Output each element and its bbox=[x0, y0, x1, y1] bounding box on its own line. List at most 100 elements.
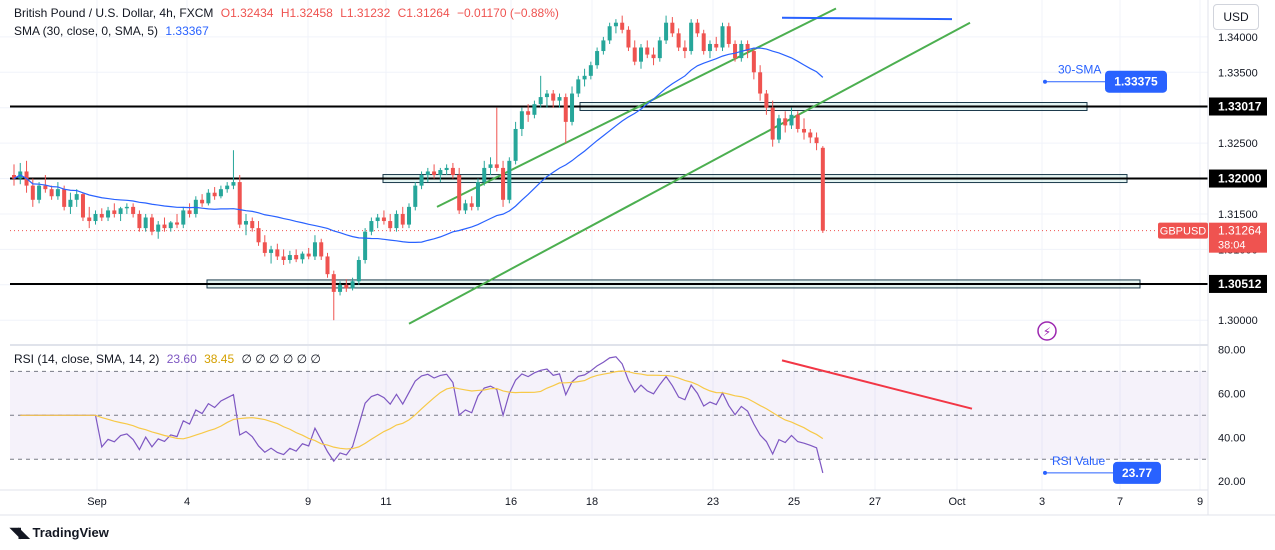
candle-body bbox=[651, 54, 656, 59]
ohlc-change: −0.01170 (−0.88%) bbox=[457, 6, 559, 20]
candle-body bbox=[319, 242, 324, 257]
candle-body bbox=[55, 189, 60, 197]
candle-body bbox=[457, 175, 462, 211]
candle-body bbox=[388, 221, 393, 229]
candle-body bbox=[225, 185, 230, 190]
candle-body bbox=[450, 167, 455, 175]
candle-body bbox=[432, 171, 437, 175]
candle-body bbox=[294, 255, 299, 260]
candle-body bbox=[394, 213, 399, 229]
candle-body bbox=[595, 51, 600, 66]
ohlc-open: O1.32434 bbox=[220, 6, 274, 20]
candle-body bbox=[124, 206, 129, 209]
candle-body bbox=[682, 47, 687, 52]
candle-body bbox=[576, 79, 581, 94]
time-tick-label: 9 bbox=[305, 496, 311, 508]
candle-body bbox=[588, 65, 593, 76]
candle-body bbox=[312, 242, 317, 257]
candle-body bbox=[519, 111, 524, 129]
countdown-value: 38:04 bbox=[1218, 240, 1246, 252]
candle-body bbox=[720, 26, 725, 48]
candle-body bbox=[87, 217, 92, 222]
candle-body bbox=[168, 222, 173, 229]
candle-body bbox=[438, 170, 443, 175]
candle-body bbox=[532, 104, 537, 115]
price-tick-label: 1.30000 bbox=[1218, 315, 1258, 327]
rsi-badge-value: 23.77 bbox=[1122, 466, 1152, 480]
candle-body bbox=[37, 185, 42, 200]
currency-button[interactable]: USD bbox=[1213, 4, 1259, 30]
time-tick-label: 23 bbox=[707, 496, 719, 508]
candle-body bbox=[501, 167, 506, 200]
candle-body bbox=[350, 281, 355, 289]
candle-body bbox=[726, 26, 731, 44]
candle-body bbox=[463, 203, 468, 211]
rsi-legend-extra: ∅ ∅ ∅ ∅ ∅ ∅ bbox=[241, 352, 321, 366]
candle-body bbox=[513, 128, 518, 161]
time-tick-label: 16 bbox=[505, 496, 517, 508]
time-tick-label: 25 bbox=[788, 496, 800, 508]
ohlc-close: C1.31264 bbox=[397, 6, 450, 20]
candle-body bbox=[758, 72, 763, 94]
time-tick-label: 18 bbox=[586, 496, 598, 508]
candle-body bbox=[544, 93, 549, 98]
candle-body bbox=[131, 206, 136, 214]
candle-body bbox=[814, 137, 819, 144]
candle-body bbox=[407, 206, 412, 225]
brand-name: TradingView bbox=[32, 525, 109, 540]
time-tick-label: Sep bbox=[87, 496, 107, 508]
candle-body bbox=[149, 217, 154, 232]
candle-body bbox=[601, 40, 606, 52]
horizontal-levels bbox=[10, 105, 1208, 285]
candle-body bbox=[475, 182, 480, 207]
candle-body bbox=[570, 93, 575, 122]
candle-body bbox=[237, 182, 242, 225]
time-tick-label: 11 bbox=[380, 496, 391, 508]
candle-body bbox=[733, 43, 738, 59]
candle-body bbox=[62, 189, 67, 207]
candle-body bbox=[68, 199, 73, 207]
sma-legend-label[interactable]: SMA (30, close, 0, SMA, 5) bbox=[14, 24, 159, 38]
candle-body bbox=[187, 210, 192, 214]
level-badge bbox=[1209, 169, 1267, 188]
candle-body bbox=[670, 22, 675, 34]
symbol-badge-label: GBPUSD bbox=[1160, 226, 1207, 238]
ohlc-high: H1.32458 bbox=[280, 6, 333, 20]
candle-body bbox=[639, 47, 643, 62]
axes: 1.340001.335001.330001.325001.320001.315… bbox=[0, 0, 1275, 516]
candle-body bbox=[632, 47, 637, 62]
alert-icon bbox=[1037, 321, 1057, 341]
candle-body bbox=[325, 256, 330, 275]
candle-body bbox=[707, 43, 712, 52]
candle-body bbox=[306, 253, 311, 257]
sma-callout-dot bbox=[1043, 79, 1047, 84]
symbol-title[interactable]: British Pound / U.S. Dollar, 4h, FXCM bbox=[14, 6, 214, 20]
lightning-icon: ⚡ bbox=[1043, 325, 1051, 339]
time-tick-label: 4 bbox=[184, 496, 190, 508]
rsi-legend-label[interactable]: RSI (14, close, SMA, 14, 2) bbox=[14, 352, 160, 366]
sma-line bbox=[13, 47, 824, 243]
candle-body bbox=[657, 40, 662, 59]
channel-lower-line bbox=[408, 21, 971, 325]
candle-body bbox=[808, 132, 813, 138]
rsi-band-fill bbox=[10, 371, 1208, 460]
candle-body bbox=[676, 33, 681, 48]
candle-body bbox=[256, 228, 261, 243]
candle-body bbox=[381, 217, 386, 222]
price-tick-label: 1.31500 bbox=[1218, 209, 1258, 221]
sma-legend: SMA (30, close, 0, SMA, 5) 1.33367 bbox=[14, 24, 213, 38]
candle-body bbox=[795, 114, 800, 129]
price-legend: British Pound / U.S. Dollar, 4h, FXCM O1… bbox=[14, 6, 563, 20]
time-tick-label: 27 bbox=[869, 496, 881, 508]
candle-body bbox=[200, 199, 205, 204]
candle-body bbox=[112, 210, 117, 214]
candle-body bbox=[626, 29, 631, 48]
ohlc-low: L1.31232 bbox=[340, 6, 391, 20]
tradingview-logo[interactable]: ◥◣ TradingView bbox=[10, 524, 109, 541]
candle-body bbox=[218, 189, 223, 197]
candle-body bbox=[400, 213, 405, 225]
candle-body bbox=[526, 111, 531, 115]
candle-body bbox=[783, 118, 788, 126]
